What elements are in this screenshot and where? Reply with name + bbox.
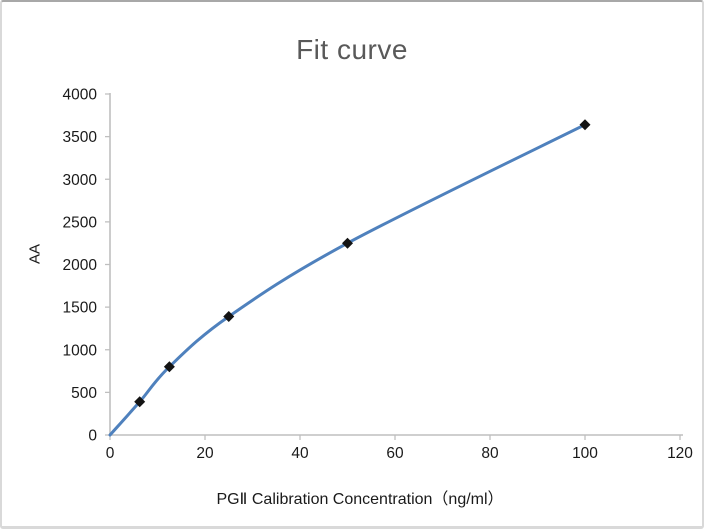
x-axis-title: PGⅡ Calibration Concentration（ng/ml） (216, 491, 504, 508)
y-tick-label: 3000 (63, 172, 98, 189)
y-tick-label: 2500 (63, 214, 98, 231)
x-tick-label: 0 (106, 445, 115, 462)
x-tick-label: 120 (667, 445, 693, 462)
chart-title: Fit curve (296, 34, 408, 65)
y-tick-label: 2000 (63, 257, 98, 274)
fit-curve-line (108, 123, 587, 437)
x-tick-label: 40 (291, 445, 309, 462)
x-tick-label: 100 (572, 445, 598, 462)
y-tick-label: 4000 (63, 87, 98, 104)
y-tick-label: 500 (71, 385, 97, 402)
y-tick-label: 1000 (63, 342, 98, 359)
y-tick-label: 3500 (63, 129, 98, 146)
data-point-marker (223, 311, 235, 323)
y-tick-label: 1500 (63, 300, 98, 317)
data-point-marker (342, 237, 353, 249)
data-point-marker (163, 361, 175, 373)
x-tick-label: 80 (481, 445, 499, 462)
data-point-marker (579, 119, 591, 131)
data-point-marker (134, 396, 146, 408)
x-tick-label: 20 (196, 445, 214, 462)
y-tick-label: 0 (88, 428, 97, 445)
x-tick-label: 60 (386, 445, 404, 462)
